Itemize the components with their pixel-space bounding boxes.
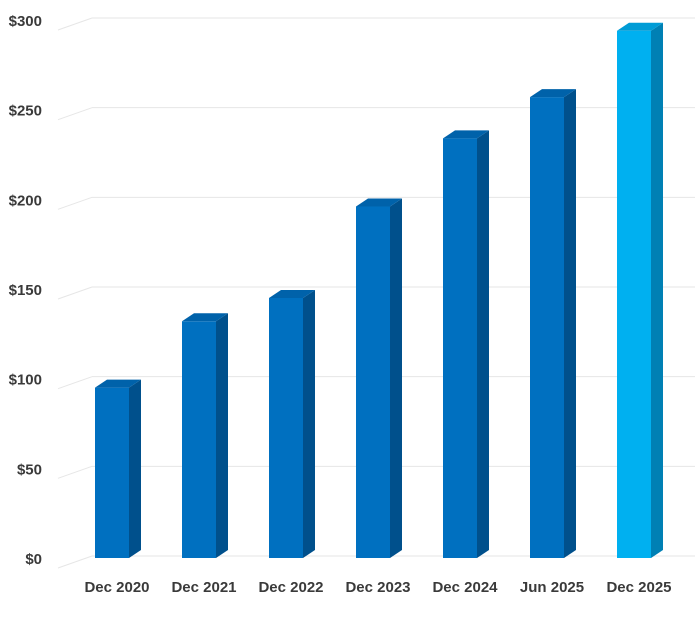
bar-dec-2020 xyxy=(95,379,141,558)
gridline-diagonal xyxy=(57,555,93,569)
x-tick-label: Dec 2020 xyxy=(84,579,149,596)
bar-top-face xyxy=(443,130,489,139)
gridline-diagonal xyxy=(57,465,93,479)
bar-top-face xyxy=(617,22,663,31)
bar-side-face xyxy=(303,289,315,558)
y-tick-label: $0 xyxy=(25,551,42,568)
y-tick-label: $100 xyxy=(9,372,42,389)
bar-side-face xyxy=(651,22,663,558)
bar-top-face xyxy=(356,198,402,207)
gridline-diagonal xyxy=(57,196,93,210)
bar-front-face xyxy=(182,321,216,558)
gridline-diagonal xyxy=(57,376,93,390)
y-tick-label: $250 xyxy=(9,103,42,120)
bar-top-face xyxy=(182,313,228,322)
y-axis-tick-labels: $0 $50 $100 $150 $200 $250 $300 xyxy=(9,13,42,568)
bar-top-face xyxy=(530,89,576,98)
gridline-diagonal xyxy=(57,17,93,31)
bar-dec-2021 xyxy=(182,313,228,558)
bars xyxy=(95,22,663,559)
bar-front-face xyxy=(95,387,129,558)
y-tick-label: $300 xyxy=(9,13,42,30)
y-tick-label: $150 xyxy=(9,282,42,299)
bar-dec-2023 xyxy=(356,198,402,559)
bar-dec-2024 xyxy=(443,130,489,559)
x-tick-label: Dec 2025 xyxy=(606,579,671,596)
bar-front-face xyxy=(443,138,477,559)
bar-top-face xyxy=(95,379,141,388)
bar-top-face xyxy=(269,289,315,298)
x-tick-label: Dec 2022 xyxy=(258,579,323,596)
bar-front-face xyxy=(356,206,390,559)
bar-side-face xyxy=(564,89,576,558)
bar-front-face xyxy=(269,297,303,558)
x-tick-label: Dec 2024 xyxy=(432,579,498,596)
bar-dec-2025 xyxy=(617,22,663,558)
y-tick-label: $50 xyxy=(17,461,42,478)
x-tick-label: Dec 2021 xyxy=(171,579,236,596)
bar-side-face xyxy=(477,130,489,559)
bar-side-face xyxy=(216,313,228,558)
x-tick-label: Jun 2025 xyxy=(520,579,584,596)
bar-dec-2022 xyxy=(269,289,315,558)
gridline-diagonal xyxy=(57,107,93,121)
x-axis-tick-labels: Dec 2020 Dec 2021 Dec 2022 Dec 2023 Dec 2024… xyxy=(84,579,671,596)
bar-side-face xyxy=(129,379,141,558)
gridline-diagonal xyxy=(57,286,93,300)
y-tick-label: $200 xyxy=(9,192,42,209)
x-tick-label: Dec 2023 xyxy=(345,579,410,596)
bar-jun-2025 xyxy=(530,89,576,558)
bar-side-face xyxy=(390,198,402,559)
bar-front-face xyxy=(617,30,651,558)
bar-front-face xyxy=(530,97,564,558)
